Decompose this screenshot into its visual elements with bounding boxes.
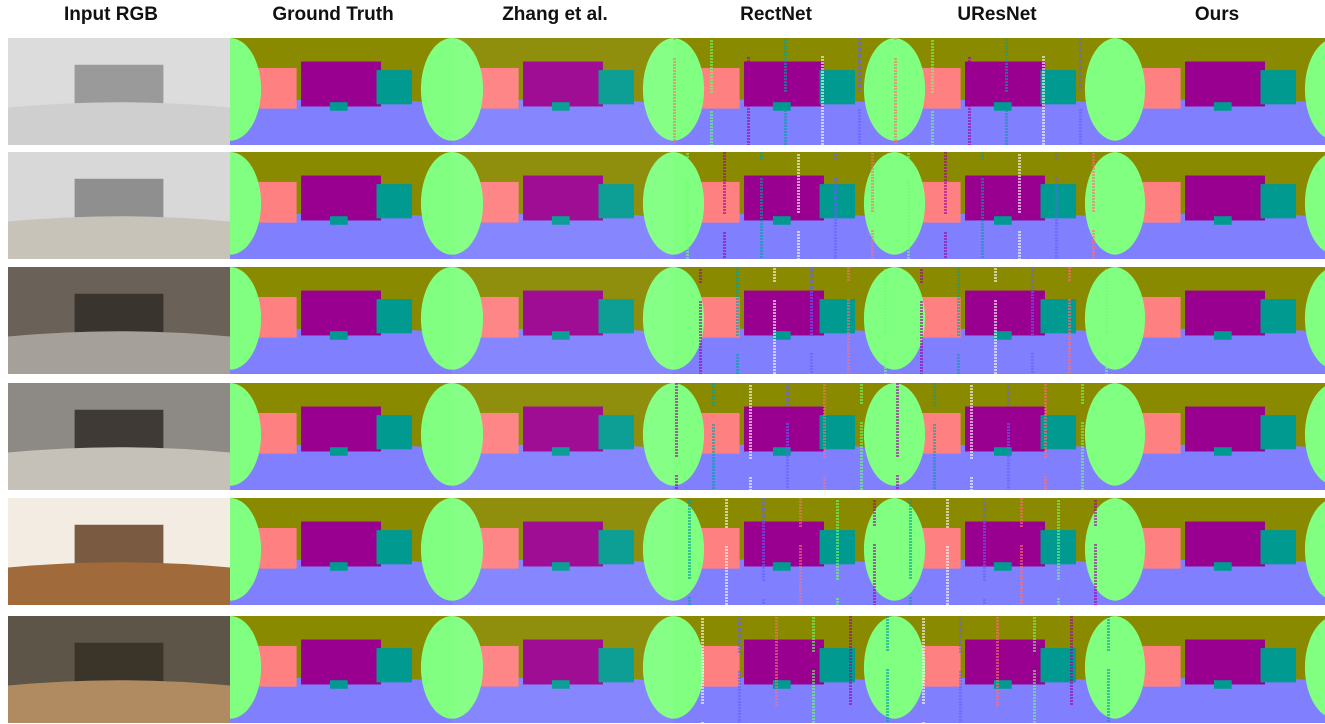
panel-clean-r1	[230, 38, 452, 145]
panel-image	[230, 383, 452, 490]
panel-noisy2-r3	[894, 267, 1116, 374]
panel-clean-r6	[1114, 616, 1325, 723]
panel-noisy-r5	[673, 498, 895, 605]
panel-clean-r5	[230, 498, 452, 605]
panel-noisy-r2	[673, 152, 895, 259]
panel-image	[1114, 383, 1325, 490]
panel-image	[894, 498, 1116, 605]
panel-noisy-r3	[673, 267, 895, 374]
panel-clean-r3	[230, 267, 452, 374]
panel-clean-r2	[230, 152, 452, 259]
panel-smooth-r2	[452, 152, 674, 259]
panel-image	[673, 498, 895, 605]
panel-image	[1114, 616, 1325, 723]
panel-image	[230, 38, 452, 145]
panel-smooth-r5	[452, 498, 674, 605]
panel-image	[8, 498, 230, 605]
panel-image	[230, 498, 452, 605]
panel-clean-r1	[1114, 38, 1325, 145]
panel-image	[452, 152, 674, 259]
panel-image	[673, 267, 895, 374]
panel-image	[673, 38, 895, 145]
panel-rgb-r1	[8, 38, 230, 145]
col-title-zhang: Zhang et al.	[502, 4, 608, 25]
panel-image	[673, 616, 895, 723]
panel-image	[894, 616, 1116, 723]
panel-rgb-r5	[8, 498, 230, 605]
panel-image	[1114, 152, 1325, 259]
panel-image	[452, 498, 674, 605]
panel-clean-r2	[1114, 152, 1325, 259]
panel-image	[230, 616, 452, 723]
panel-image	[230, 152, 452, 259]
panel-noisy2-r4	[894, 383, 1116, 490]
panel-clean-r4	[1114, 383, 1325, 490]
panel-image	[8, 152, 230, 259]
panel-image	[894, 267, 1116, 374]
col-title-input-rgb: Input RGB	[64, 4, 158, 25]
panel-image	[452, 616, 674, 723]
panel-image	[8, 383, 230, 490]
panel-image	[8, 616, 230, 723]
panel-rgb-r2	[8, 152, 230, 259]
panel-image	[452, 383, 674, 490]
panel-noisy2-r2	[894, 152, 1116, 259]
comparison-grid	[0, 38, 1325, 724]
panel-image	[894, 383, 1116, 490]
panel-noisy-r4	[673, 383, 895, 490]
panel-image	[673, 152, 895, 259]
panel-image	[8, 267, 230, 374]
panel-noisy2-r1	[894, 38, 1116, 145]
panel-image	[1114, 267, 1325, 374]
panel-clean-r3	[1114, 267, 1325, 374]
panel-image	[894, 38, 1116, 145]
panel-smooth-r6	[452, 616, 674, 723]
panel-image	[452, 38, 674, 145]
panel-noisy2-r5	[894, 498, 1116, 605]
col-title-ours: Ours	[1194, 4, 1240, 25]
panel-noisy-r1	[673, 38, 895, 145]
column-header-row: Input RGB Ground Truth Zhang et al. Rect…	[0, 0, 1325, 36]
panel-rgb-r3	[8, 267, 230, 374]
panel-image	[1114, 38, 1325, 145]
panel-smooth-r1	[452, 38, 674, 145]
panel-smooth-r4	[452, 383, 674, 490]
col-title-uresnet: UResNet	[957, 4, 1037, 25]
panel-rgb-r6	[8, 616, 230, 723]
col-title-rectnet: RectNet	[740, 4, 812, 25]
panel-clean-r5	[1114, 498, 1325, 605]
panel-clean-r4	[230, 383, 452, 490]
panel-clean-r6	[230, 616, 452, 723]
panel-image	[230, 267, 452, 374]
panel-image	[1114, 498, 1325, 605]
panel-noisy2-r6	[894, 616, 1116, 723]
panel-image	[894, 152, 1116, 259]
col-title-ground-truth: Ground Truth	[272, 4, 394, 25]
panel-image	[8, 38, 230, 145]
panel-rgb-r4	[8, 383, 230, 490]
panel-image	[673, 383, 895, 490]
panel-smooth-r3	[452, 267, 674, 374]
panel-noisy-r6	[673, 616, 895, 723]
panel-image	[452, 267, 674, 374]
